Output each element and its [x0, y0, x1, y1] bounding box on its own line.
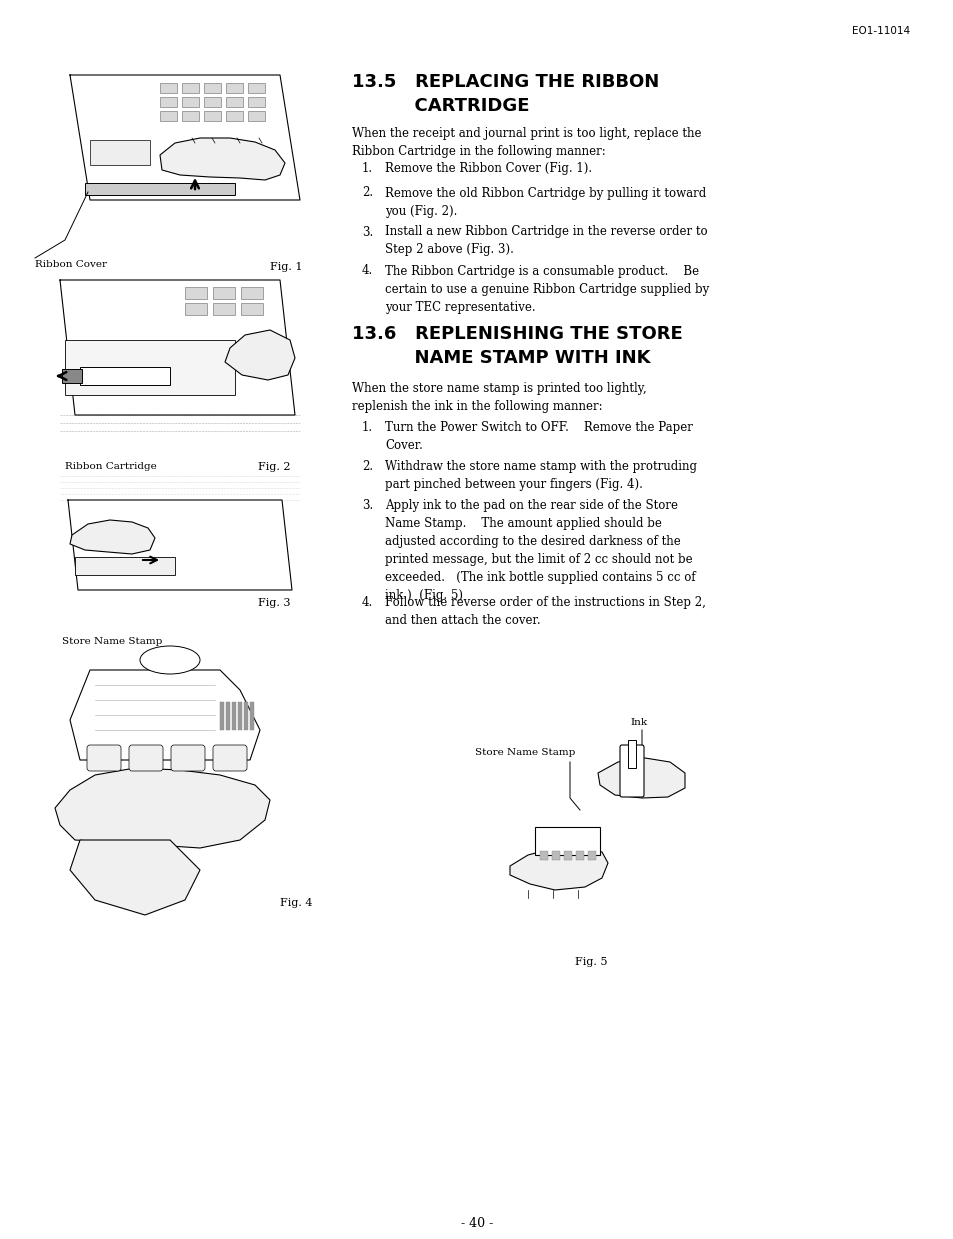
Bar: [627, 740, 636, 768]
FancyBboxPatch shape: [87, 745, 121, 771]
Polygon shape: [70, 670, 260, 760]
Bar: [232, 703, 235, 730]
Text: Fig. 5: Fig. 5: [575, 957, 607, 966]
Polygon shape: [70, 520, 154, 554]
Bar: [563, 851, 572, 860]
Text: 13.6   REPLENISHING THE STORE: 13.6 REPLENISHING THE STORE: [352, 325, 682, 343]
Text: Withdraw the store name stamp with the protruding
part pinched between your fing: Withdraw the store name stamp with the p…: [385, 460, 697, 491]
Bar: [552, 851, 559, 860]
Ellipse shape: [140, 646, 200, 674]
Bar: [160, 83, 177, 93]
Bar: [244, 703, 248, 730]
Text: Store Name Stamp: Store Name Stamp: [62, 637, 162, 646]
FancyBboxPatch shape: [129, 745, 163, 771]
Bar: [65, 339, 234, 395]
Bar: [241, 287, 263, 299]
Text: 3.: 3.: [361, 499, 373, 512]
Text: Fig. 2: Fig. 2: [257, 462, 291, 472]
Text: 4.: 4.: [361, 264, 373, 278]
Text: The Ribbon Cartridge is a consumable product.    Be
certain to use a genuine Rib: The Ribbon Cartridge is a consumable pro…: [385, 264, 708, 313]
Text: Turn the Power Switch to OFF.    Remove the Paper
Cover.: Turn the Power Switch to OFF. Remove the…: [385, 421, 692, 452]
Polygon shape: [68, 501, 292, 590]
Text: Ink: Ink: [629, 717, 646, 727]
Polygon shape: [225, 330, 294, 380]
Bar: [204, 83, 221, 93]
Bar: [182, 112, 199, 121]
Text: Fig. 1: Fig. 1: [270, 261, 302, 273]
Bar: [204, 112, 221, 121]
Text: Ribbon Cover: Ribbon Cover: [35, 260, 107, 269]
Text: 3.: 3.: [361, 225, 373, 238]
Text: Remove the Ribbon Cover (Fig. 1).: Remove the Ribbon Cover (Fig. 1).: [385, 162, 592, 175]
Text: 1.: 1.: [361, 162, 373, 175]
Text: When the receipt and journal print is too light, replace the
Ribbon Cartridge in: When the receipt and journal print is to…: [352, 128, 700, 159]
Text: Install a new Ribbon Cartridge in the reverse order to
Step 2 above (Fig. 3).: Install a new Ribbon Cartridge in the re…: [385, 225, 707, 256]
Bar: [204, 97, 221, 107]
Text: Follow the reverse order of the instructions in Step 2,
and then attach the cove: Follow the reverse order of the instruct…: [385, 596, 705, 627]
Text: Apply ink to the pad on the rear side of the Store
Name Stamp.    The amount app: Apply ink to the pad on the rear side of…: [385, 499, 695, 602]
Bar: [226, 112, 243, 121]
Polygon shape: [55, 768, 270, 847]
Text: Ribbon Cartridge: Ribbon Cartridge: [65, 462, 156, 471]
Bar: [213, 287, 234, 299]
Text: NAME STAMP WITH INK: NAME STAMP WITH INK: [352, 349, 650, 367]
Bar: [220, 703, 224, 730]
Bar: [185, 287, 207, 299]
Polygon shape: [70, 76, 299, 199]
Bar: [248, 97, 265, 107]
Bar: [160, 97, 177, 107]
Text: Fig. 3: Fig. 3: [257, 598, 291, 608]
Text: 2.: 2.: [361, 460, 373, 473]
Bar: [248, 83, 265, 93]
Bar: [539, 851, 547, 860]
Text: CARTRIDGE: CARTRIDGE: [352, 97, 529, 115]
FancyBboxPatch shape: [619, 745, 643, 797]
Text: 2.: 2.: [361, 187, 373, 199]
Bar: [80, 367, 170, 385]
FancyBboxPatch shape: [213, 745, 247, 771]
Text: Store Name Stamp: Store Name Stamp: [475, 748, 575, 757]
Bar: [576, 851, 583, 860]
Bar: [248, 112, 265, 121]
Text: - 40 -: - 40 -: [460, 1217, 493, 1230]
Text: Fig. 4: Fig. 4: [280, 898, 313, 908]
Bar: [587, 851, 596, 860]
Bar: [62, 369, 82, 383]
FancyBboxPatch shape: [171, 745, 205, 771]
Bar: [182, 97, 199, 107]
Bar: [237, 703, 242, 730]
Polygon shape: [70, 840, 200, 914]
Bar: [90, 140, 150, 165]
Bar: [226, 703, 230, 730]
Bar: [213, 304, 234, 315]
Polygon shape: [510, 847, 607, 890]
Bar: [75, 558, 174, 575]
Bar: [182, 83, 199, 93]
Polygon shape: [598, 758, 684, 798]
Text: 4.: 4.: [361, 596, 373, 610]
Bar: [185, 304, 207, 315]
Text: 13.5   REPLACING THE RIBBON: 13.5 REPLACING THE RIBBON: [352, 73, 659, 90]
Bar: [160, 112, 177, 121]
Bar: [226, 97, 243, 107]
Bar: [85, 183, 234, 195]
Text: Remove the old Ribbon Cartridge by pulling it toward
you (Fig. 2).: Remove the old Ribbon Cartridge by pulli…: [385, 187, 705, 218]
Text: EO1-11014: EO1-11014: [851, 26, 909, 36]
Bar: [250, 703, 253, 730]
Text: When the store name stamp is printed too lightly,
replenish the ink in the follo: When the store name stamp is printed too…: [352, 382, 646, 413]
Polygon shape: [160, 138, 285, 180]
Bar: [241, 304, 263, 315]
Bar: [226, 83, 243, 93]
Polygon shape: [60, 280, 294, 415]
Text: 1.: 1.: [361, 421, 373, 434]
FancyBboxPatch shape: [535, 826, 599, 855]
